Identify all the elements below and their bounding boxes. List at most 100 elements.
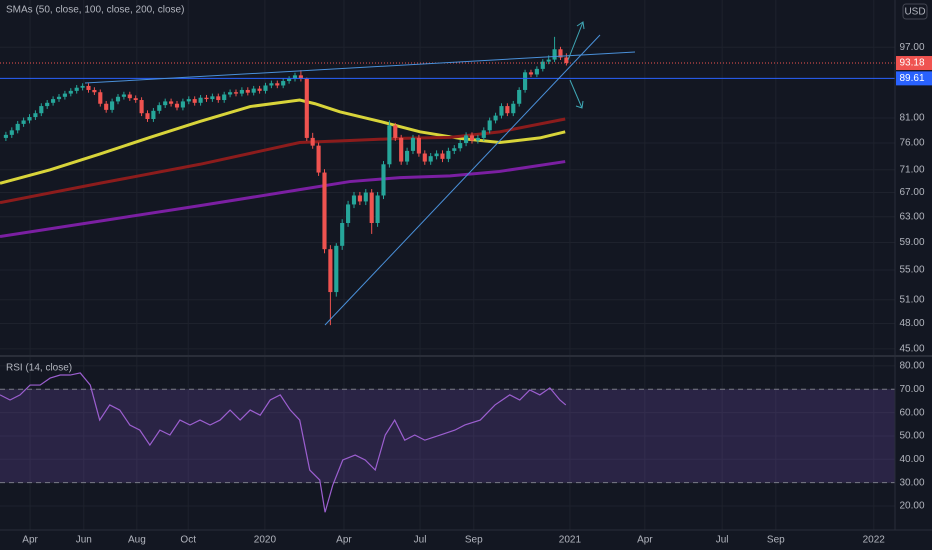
candle-body <box>564 57 569 64</box>
candle-body <box>239 89 244 94</box>
candle-body <box>68 90 73 94</box>
currency[interactable]: USD <box>904 7 925 18</box>
candle-body <box>145 113 150 119</box>
indicator-title: SMAs (50, close, 100, close, 200, close) <box>6 5 184 16</box>
candle-body <box>405 150 410 162</box>
candle-body <box>428 156 433 162</box>
candle-body <box>157 105 162 111</box>
candle-body <box>222 94 227 101</box>
candle-body <box>269 83 274 86</box>
y-tick-label: 76.00 <box>899 138 924 149</box>
candle-body <box>534 68 539 75</box>
candle-body <box>110 101 115 110</box>
x-tick-label: Aug <box>128 535 146 546</box>
candle-body <box>45 102 50 107</box>
candle-body <box>487 120 492 131</box>
x-tick-label: Jul <box>716 535 729 546</box>
candle-body <box>233 92 239 94</box>
candle-body <box>121 94 126 97</box>
candle-body <box>399 137 404 162</box>
price-pane <box>0 36 895 326</box>
candle-body <box>511 103 516 114</box>
drawings <box>84 21 636 326</box>
candle-body <box>517 89 522 104</box>
candle-body <box>558 49 563 58</box>
candle-body <box>523 72 528 90</box>
candle-body <box>387 125 392 165</box>
candle-body <box>281 81 286 86</box>
rsi-pane <box>0 372 895 513</box>
candle-body <box>410 137 416 151</box>
candle-body <box>86 85 91 90</box>
candle-body <box>204 97 209 100</box>
candle-body <box>151 110 156 119</box>
candle-body <box>304 78 309 138</box>
candle-body <box>393 125 398 138</box>
y-tick-label: 63.00 <box>899 211 924 222</box>
x-tick-label: 2020 <box>254 535 277 546</box>
candle-body <box>74 87 79 91</box>
y-tick-label: 55.00 <box>899 265 924 276</box>
candle-body <box>169 101 174 104</box>
candle-body <box>328 249 333 293</box>
candle-body <box>192 99 197 103</box>
currency-box[interactable] <box>902 3 928 20</box>
y-tick-label: 50.00 <box>899 431 924 442</box>
candle-body <box>133 98 138 101</box>
candle-body <box>493 115 498 121</box>
candle-body <box>505 106 510 114</box>
candle-body <box>163 101 168 106</box>
candle-body <box>62 93 67 97</box>
arrow-head <box>575 100 584 109</box>
candle-body <box>287 78 292 82</box>
price-tag-label: 93.18 <box>899 58 924 69</box>
x-tick-label: Jun <box>76 535 92 546</box>
candle-body <box>434 153 439 157</box>
candle-body <box>98 92 103 104</box>
candle-body <box>452 148 457 151</box>
arrow <box>569 79 583 109</box>
candle-body <box>458 143 463 149</box>
candle-body <box>51 99 56 103</box>
candle-body <box>464 135 469 144</box>
y-tick-label: 70.00 <box>899 384 924 395</box>
candle-body <box>499 106 504 116</box>
candle-body <box>422 153 427 162</box>
arrow-head <box>576 21 585 30</box>
candle-body <box>346 204 351 223</box>
price-tag <box>896 56 932 71</box>
candle-body <box>39 106 44 114</box>
y-tick-label: 59.00 <box>899 237 924 248</box>
candle-body <box>528 72 534 75</box>
candle-body <box>481 130 486 138</box>
candle-body <box>475 137 480 141</box>
y-tick-label: 30.00 <box>899 477 924 488</box>
y-tick-label: 48.00 <box>899 318 924 329</box>
y-tick-label: 81.00 <box>899 113 924 124</box>
trend-line <box>84 51 636 84</box>
candle-body <box>322 172 327 250</box>
candle-body <box>180 101 185 108</box>
candle-body <box>80 85 85 88</box>
x-tick-label: Oct <box>180 535 196 546</box>
x-tick-label: Apr <box>22 535 38 546</box>
candle-body <box>381 164 386 196</box>
candle-body <box>440 153 445 159</box>
candle-body <box>298 75 303 79</box>
candle-body <box>186 99 191 102</box>
price-tag-label: 89.61 <box>899 73 924 84</box>
candle-body <box>27 117 32 121</box>
candle-body <box>375 195 380 223</box>
candle-body <box>363 192 368 202</box>
candle-body <box>210 96 215 100</box>
candle-body <box>9 130 14 135</box>
x-tick-label: Apr <box>336 535 352 546</box>
x-tick-label: 2022 <box>863 535 886 546</box>
candle-body <box>3 134 8 138</box>
candle-body <box>174 103 180 108</box>
y-tick-label: 20.00 <box>899 501 924 512</box>
candle-body <box>228 92 233 95</box>
candle-body <box>552 49 557 60</box>
